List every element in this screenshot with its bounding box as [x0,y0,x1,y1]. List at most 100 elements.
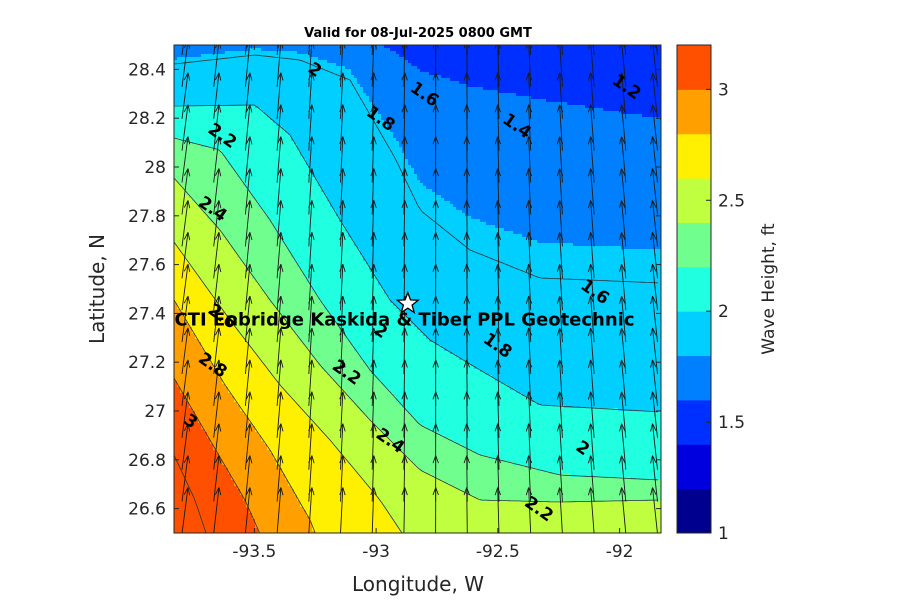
direction-arrow [525,487,533,533]
direction-arrow [624,45,627,56]
y-tick-label: 28.2 [128,109,166,129]
direction-arrow [213,45,216,56]
direction-arrow [619,136,627,183]
direction-arrow [213,168,222,215]
direction-arrow [370,232,377,279]
site-marker: CTI Enbridge Kaskida & Tiber PPL Geotech… [174,290,635,331]
colorbar-band [677,311,711,357]
direction-arrow [370,264,377,311]
y-axis-ticks: 26.6 26.8 27 27.2 27.4 27.6 27.8 28 28.2 28.4 [128,60,661,520]
direction-arrow [181,136,191,183]
contour-line [174,299,316,533]
contour-line [174,241,403,533]
direction-arrow [655,45,658,56]
colorbar-band [677,444,711,490]
direction-arrow [401,327,408,375]
direction-arrow [619,104,627,151]
colorbar-band [677,488,711,534]
direction-arrow [370,359,377,406]
direction-arrow [244,45,247,56]
y-tick-label: 26.6 [128,500,166,520]
colorbar-tick-label: 1 [718,524,729,544]
direction-arrow [619,391,627,438]
direction-arrow [181,455,191,502]
direction-arrow [401,455,408,502]
direction-arrow [619,168,627,215]
y-tick-label: 27.8 [128,207,166,227]
direction-arrow [525,45,533,87]
wave-direction-arrows [181,45,658,533]
plot-area [174,45,661,533]
contour-line [174,137,659,481]
y-tick-label: 28 [144,158,166,178]
colorbar-tick-label: 1.5 [718,413,745,433]
y-tick-label: 28.4 [128,60,166,80]
direction-arrow [181,232,191,279]
direction-arrow [650,168,658,215]
colorbar-band [677,45,711,90]
direction-arrow [339,72,346,119]
direction-arrow [401,487,408,533]
direction-arrow [244,295,253,343]
direction-arrow [244,168,253,215]
direction-arrow [619,200,627,247]
direction-arrow [244,359,253,406]
direction-arrow [181,327,191,375]
direction-arrow [401,200,408,247]
direction-arrow [650,391,658,438]
contour-line [174,377,261,533]
direction-arrow [401,136,408,183]
colorbar-tick-label: 2 [718,302,729,322]
direction-arrow [650,200,658,247]
direction-arrow [339,136,346,183]
direction-arrow [650,423,658,470]
colorbar-band [677,133,711,179]
direction-arrow [619,327,627,375]
direction-arrow [339,391,346,438]
colorbar-frame [676,44,712,534]
y-tick-label: 27.2 [128,353,166,373]
direction-arrow [244,391,253,438]
direction-arrow [494,455,502,502]
direction-arrow [213,359,222,406]
direction-arrow [244,327,253,375]
direction-arrow [494,423,502,470]
colorbar-band [677,399,711,445]
direction-arrow [370,168,377,215]
direction-arrow [494,264,502,311]
direction-arrow [339,264,346,311]
direction-arrow [650,72,658,119]
direction-arrow [181,423,191,470]
direction-arrow [181,45,184,56]
direction-arrow [213,72,222,119]
direction-arrow [339,232,346,279]
direction-arrow [494,168,502,215]
direction-arrow [494,391,502,438]
direction-arrow [432,487,439,533]
direction-arrow [181,295,191,343]
direction-arrow [339,295,346,343]
direction-arrow [244,423,253,470]
direction-arrow [525,104,533,151]
direction-arrow [650,327,658,375]
colorbar-band [677,89,711,135]
direction-arrow [498,45,500,56]
direction-arrow [587,487,595,533]
direction-arrow [213,455,222,502]
direction-arrow [401,168,408,215]
direction-arrow [494,359,502,406]
direction-arrow [370,72,377,119]
direction-arrow [181,487,191,533]
direction-arrow [370,295,377,343]
colorbar-tick-label: 3 [718,80,729,100]
direction-arrow [339,455,346,502]
direction-arrow [525,264,533,311]
direction-arrow [619,264,627,311]
direction-arrow [308,487,315,533]
direction-arrow [401,72,408,119]
direction-arrow [525,295,533,343]
direction-arrow [339,200,346,247]
direction-arrow [650,295,658,343]
y-tick-label: 27 [144,402,166,422]
direction-arrow [401,232,408,279]
